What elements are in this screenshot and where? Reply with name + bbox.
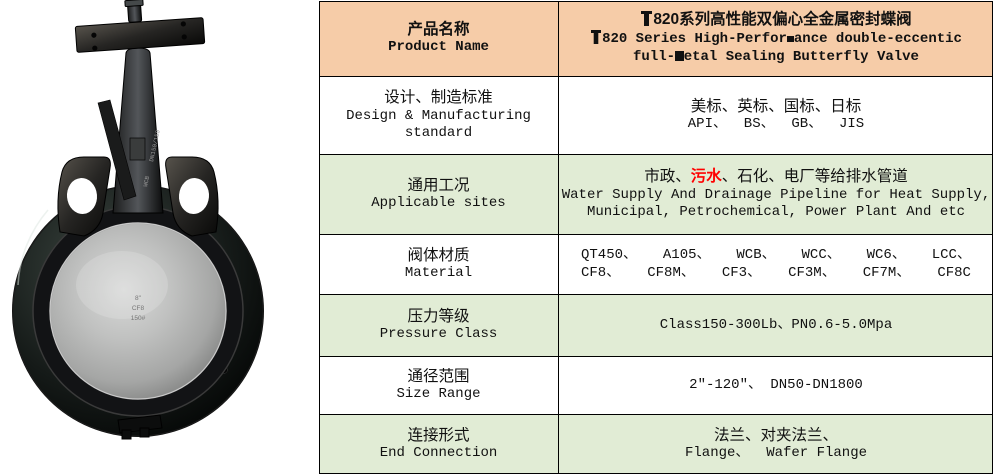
svg-text:150#: 150# bbox=[131, 315, 146, 322]
svg-text:8": 8" bbox=[135, 295, 142, 302]
svg-text:CF8: CF8 bbox=[132, 305, 145, 312]
